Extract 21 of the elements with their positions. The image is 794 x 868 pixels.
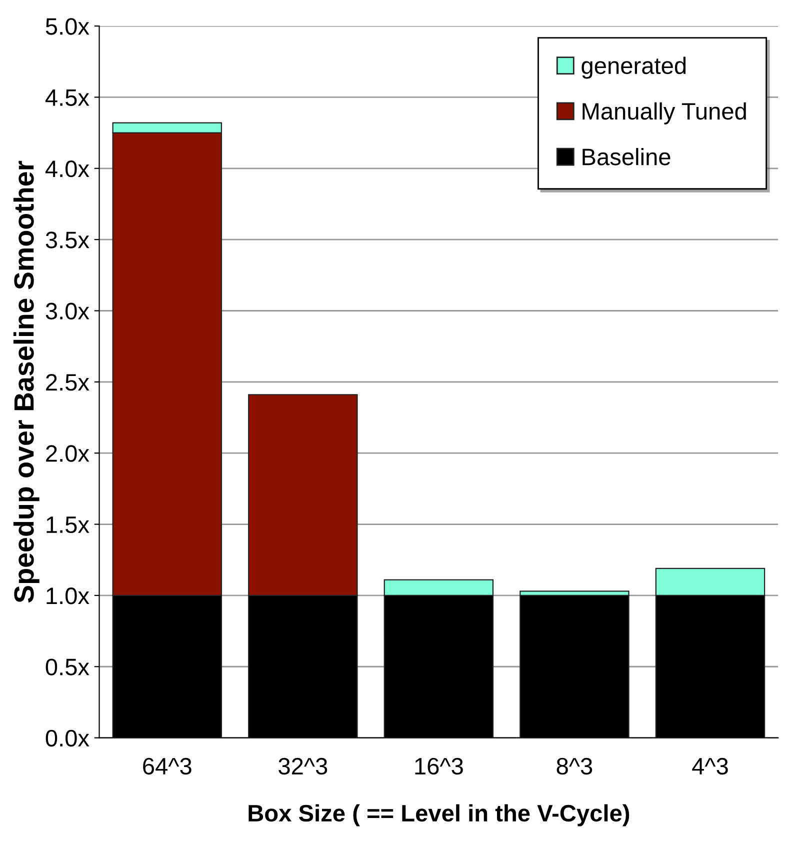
legend-label: Baseline: [582, 148, 670, 166]
x-axis-title: Box Size ( == Level in the V-Cycle): [248, 804, 630, 826]
legend-label: Manually Tuned: [582, 102, 746, 124]
y-tick-label: 5.0x: [46, 18, 90, 35]
y-tick-label: 2.0x: [46, 445, 90, 462]
x-tick-label: 16^3: [415, 758, 463, 775]
y-axis-title: Speedup over Baseline Smoother: [13, 160, 40, 603]
y-tick-label: 4.5x: [45, 90, 90, 106]
y-tick-label: 0.5x: [46, 658, 90, 676]
legend-label: generated: [582, 56, 686, 79]
x-tick-label: 8^3: [556, 758, 592, 775]
y-tick-label: 4.0x: [45, 160, 90, 178]
x-tick-label: 4^3: [692, 758, 728, 775]
y-tick-label: 2.5x: [46, 374, 90, 391]
x-tick-label: 64^3: [143, 758, 192, 775]
y-tick-label: 3.5x: [46, 232, 90, 248]
y-tick-label: 1.5x: [46, 516, 90, 534]
x-tick-label: 32^3: [278, 758, 328, 775]
y-tick-label: 3.0x: [46, 302, 90, 320]
y-tick-label: 1.0x: [46, 588, 90, 604]
y-tick-label: 0.0x: [46, 730, 90, 747]
